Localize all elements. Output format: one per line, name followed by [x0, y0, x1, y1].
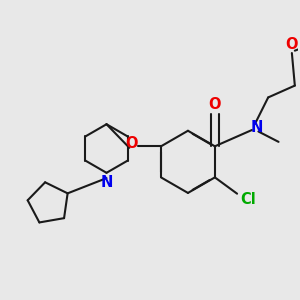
- Text: Cl: Cl: [241, 191, 256, 206]
- Text: O: O: [125, 136, 138, 152]
- Text: O: O: [286, 37, 298, 52]
- Text: N: N: [100, 175, 113, 190]
- Text: O: O: [208, 97, 221, 112]
- Text: N: N: [250, 120, 262, 135]
